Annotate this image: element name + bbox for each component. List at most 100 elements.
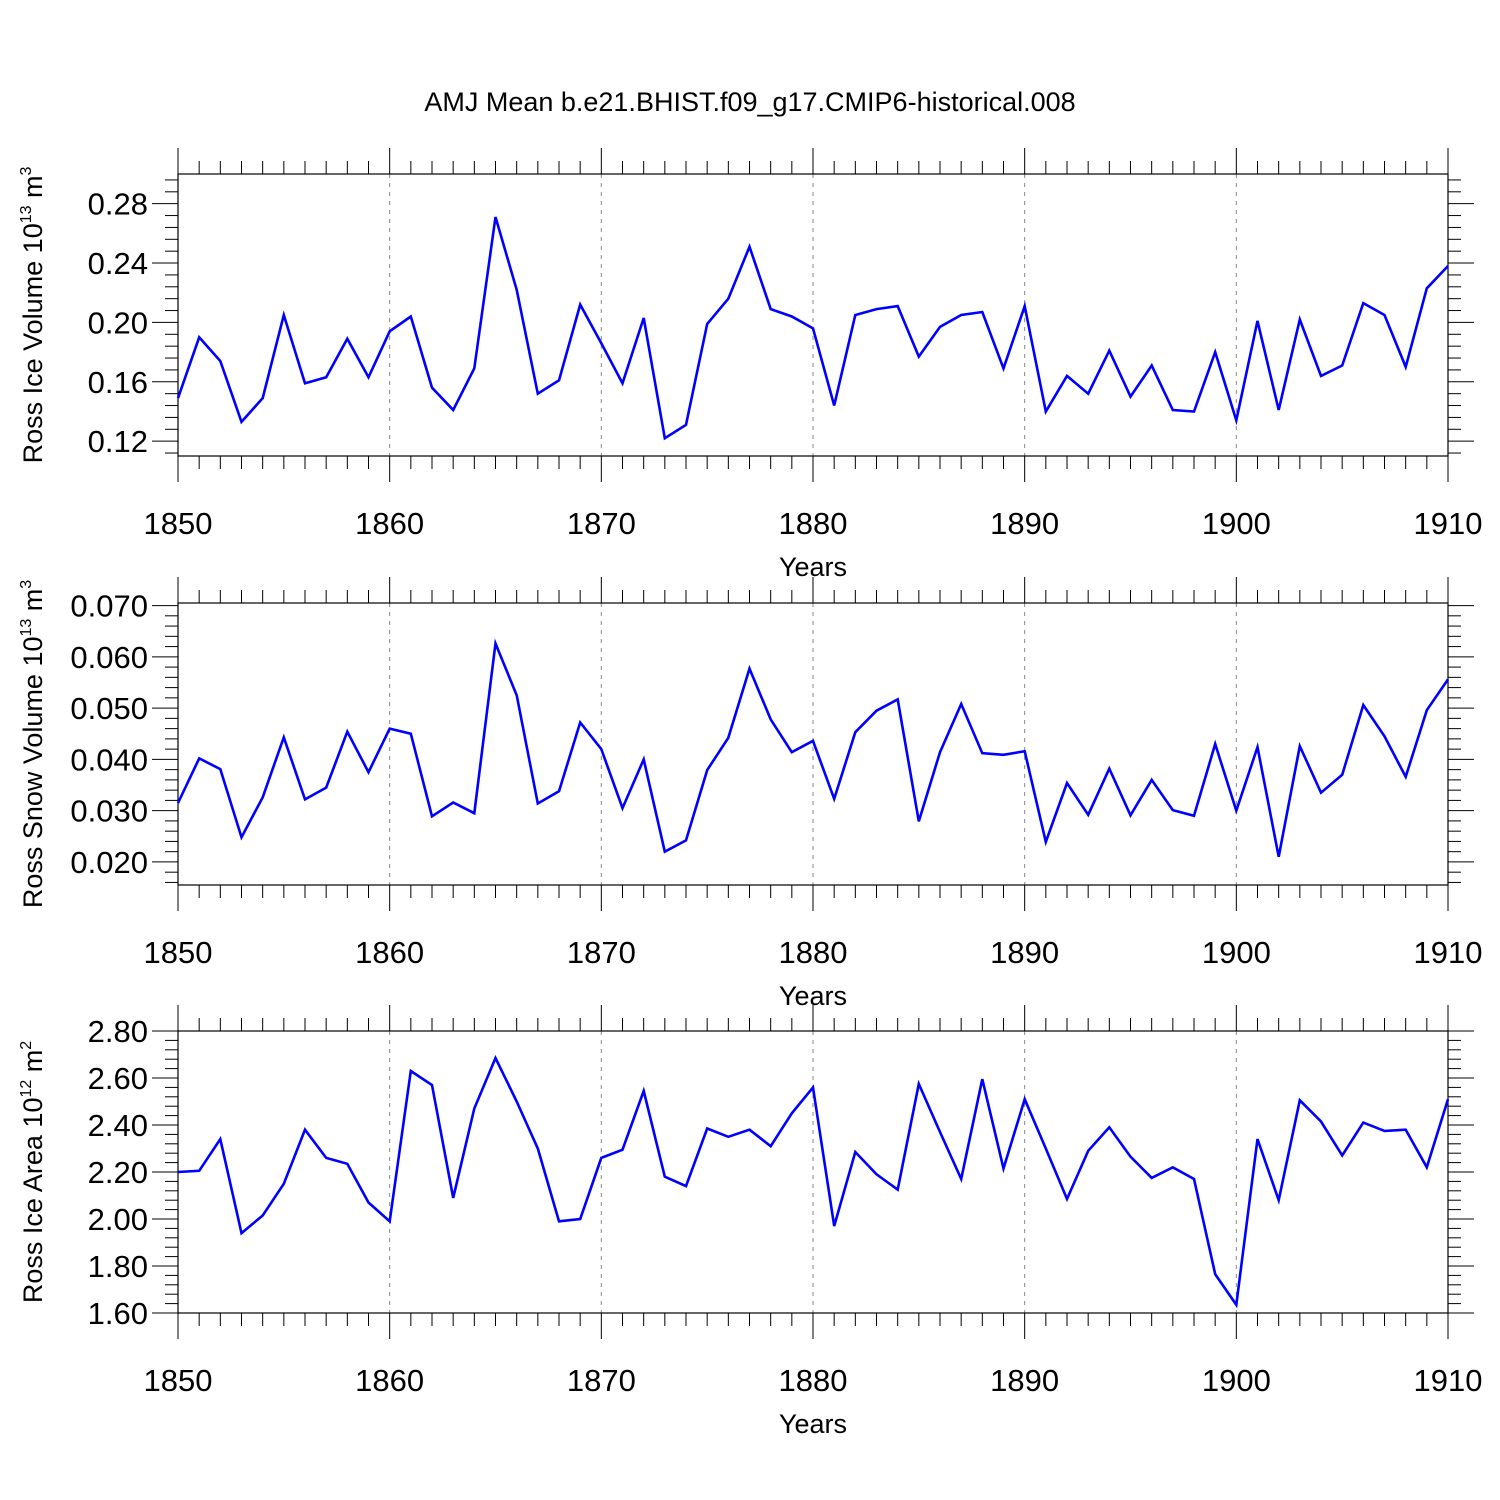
data-point [1107,349,1111,353]
data-point [1404,365,1408,369]
x-tick-label: 1880 [779,506,848,541]
data-point [1340,1154,1344,1158]
data-point [811,1085,815,1089]
data-point [451,800,455,804]
data-point [1171,408,1175,412]
data-point [303,381,307,385]
y-axis-title-text: Ross Ice Area 10 [18,1098,48,1304]
data-point [705,768,709,772]
data-point [1044,840,1048,844]
data-point [621,381,625,385]
plot-frame [177,1030,1449,1314]
data-point [1192,814,1196,818]
data-point [832,797,836,801]
data-point [896,1188,900,1192]
data-point [557,789,561,793]
data-point [197,335,201,339]
data-point [1383,734,1387,738]
x-tick-label: 1910 [1414,935,1483,970]
data-point [663,436,667,440]
data-point [1107,1125,1111,1129]
data-point [938,325,942,329]
data-point [240,1231,244,1235]
y-tick-label: 0.060 [70,640,148,675]
data-point [1171,808,1175,812]
y-tick-label: 1.80 [88,1249,148,1284]
data-point [599,1156,603,1160]
y-axis-title-text: Ross Ice Volume 10 [18,223,48,463]
data-point [917,1082,921,1086]
data-point [748,667,752,671]
data-point [536,1147,540,1151]
y-tick-label: 2.60 [88,1061,148,1096]
data-point [1044,409,1048,413]
data-point [917,819,921,823]
data-point [367,1201,371,1205]
data-point [1319,374,1323,378]
data-point [261,396,265,400]
data-point [896,304,900,308]
figure-title: AMJ Mean b.e21.BHIST.f09_g17.CMIP6-histo… [424,87,1075,117]
data-point [938,750,942,754]
data-point [303,797,307,801]
data-point [1086,813,1090,817]
data-point [1298,744,1302,748]
data-point [790,314,794,318]
data-point [599,747,603,751]
data-point [430,814,434,818]
data-point [388,329,392,333]
data-point [176,396,180,400]
data-point [218,767,222,771]
data-point [388,727,392,731]
data-point [663,850,667,854]
data-point [1023,304,1027,308]
y-axis-title-exponent: 13 [18,205,35,223]
y-tick-label: 0.28 [88,187,148,222]
x-tick-label: 1850 [144,935,213,970]
data-point [1002,366,1006,370]
y-tick-label: 0.070 [70,589,148,624]
data-point [684,1184,688,1188]
series-line [177,1054,1450,1309]
data-point [1065,1197,1069,1201]
y-axis-title: Ross Ice Volume 1013 m3 [18,166,48,463]
data-point [1192,1177,1196,1181]
data-point [959,1177,963,1181]
data-point [790,1111,794,1115]
data-point [769,1144,773,1148]
data-point [790,750,794,754]
data-point [832,1224,836,1228]
data-point [684,838,688,842]
data-point [1404,775,1408,779]
data-point [1340,363,1344,367]
y-tick-label: 0.12 [88,424,148,459]
data-point [472,811,476,815]
y-axis-title-unit: m [18,589,48,619]
y-tick-label: 0.020 [70,845,148,880]
data-point [1213,742,1217,746]
data-point [1383,1129,1387,1133]
data-point [811,326,815,330]
data-point [1086,392,1090,396]
data-point [1213,1272,1217,1276]
data-point [1361,1121,1365,1125]
data-point [769,717,773,721]
data-point [663,1175,667,1179]
y-tick-label: 0.050 [70,691,148,726]
y-tick-label: 2.40 [88,1108,148,1143]
data-point [578,303,582,307]
y-tick-label: 0.16 [88,365,148,400]
data-point [1192,409,1196,413]
x-tick-label: 1870 [567,1363,636,1398]
data-point [451,408,455,412]
data-point [875,1172,879,1176]
x-tick-label: 1890 [990,506,1059,541]
data-point [980,1077,984,1081]
data-point [261,795,265,799]
data-point [832,404,836,408]
data-point [324,786,328,790]
data-point [875,307,879,311]
data-point [494,1056,498,1060]
data-point [282,1182,286,1186]
data-point [980,310,984,314]
